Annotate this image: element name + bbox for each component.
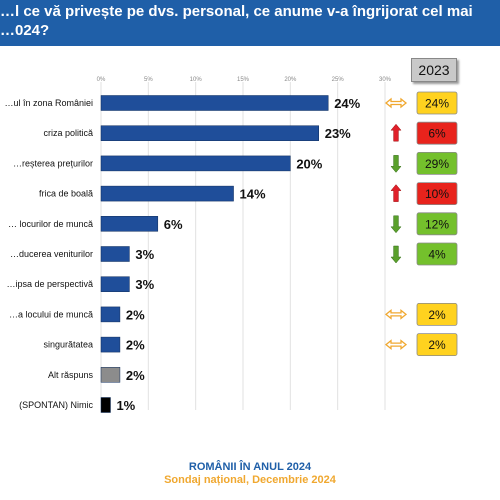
previous-value-label: 4% <box>428 248 446 262</box>
value-label: 20% <box>296 156 322 171</box>
x-tick-label: 20% <box>284 77 297 83</box>
previous-value-box <box>416 212 458 236</box>
x-tick-label: 25% <box>332 77 345 83</box>
arrow-same-icon <box>384 97 408 109</box>
previous-value-label: 24% <box>425 97 449 111</box>
previous-value-box <box>416 302 458 326</box>
category-label: frica de boală <box>39 189 93 199</box>
value-label: 23% <box>325 126 351 141</box>
previous-value-label: 2% <box>428 338 446 352</box>
previous-value-label: 29% <box>425 157 449 171</box>
value-label: 3% <box>135 247 154 262</box>
category-label: … locurilor de muncă <box>8 219 93 229</box>
category-label: singurătatea <box>43 340 93 350</box>
previous-value-label: 10% <box>425 187 449 201</box>
bar-chart: 0% 5% 10% 15% 20% 25% 30% …ul în zona României 2… <box>4 77 458 413</box>
category-label: …ipsa de perspectivă <box>6 279 93 289</box>
bar <box>100 306 121 323</box>
category-label: …a locului de muncă <box>9 309 93 319</box>
value-label: 1% <box>116 398 135 413</box>
category-label: Alt răspuns <box>48 370 94 380</box>
previous-value-box <box>416 182 458 205</box>
value-label: 14% <box>240 187 266 202</box>
header-banner: …l ce vă privește pe dvs. personal, ce a… <box>0 0 500 46</box>
category-label: …reșterea prețurilor <box>13 158 93 168</box>
comparison-year-badge: 2023 <box>411 58 457 82</box>
bar <box>100 336 121 353</box>
category-label: …ul în zona României <box>4 98 93 108</box>
bar <box>100 367 121 383</box>
value-label: 24% <box>334 96 360 111</box>
category-label: criza politică <box>43 128 93 138</box>
bar <box>100 155 291 172</box>
x-tick-label: 0% <box>97 77 106 83</box>
value-label: 2% <box>126 338 145 353</box>
x-tick-label: 5% <box>144 77 153 83</box>
previous-value-box <box>416 91 458 115</box>
arrow-same-icon <box>384 309 408 320</box>
previous-value-box <box>416 121 458 145</box>
category-label: (SPONTAN) Nimic <box>19 400 93 410</box>
bar <box>100 397 111 413</box>
arrow-up-icon <box>390 123 402 142</box>
previous-value-box <box>416 333 458 357</box>
arrow-down-icon <box>390 215 402 234</box>
previous-value-box <box>416 242 458 266</box>
value-label: 6% <box>164 217 183 232</box>
category-label: …ducerea veniturilor <box>10 249 93 259</box>
footer-subtitle: Sondaj național, Decembrie 2024 <box>164 474 336 486</box>
bar <box>100 95 329 111</box>
previous-value-box <box>416 152 458 175</box>
bar <box>100 246 130 262</box>
footer-title: ROMÂNII ÎN ANUL 2024 <box>188 461 312 473</box>
x-tick-label: 15% <box>237 77 250 83</box>
x-tick-label: 30% <box>379 77 392 83</box>
bar <box>100 216 159 232</box>
previous-value-label: 6% <box>428 127 446 141</box>
previous-value-label: 2% <box>428 308 446 322</box>
value-label: 3% <box>135 277 154 292</box>
value-label: 2% <box>126 307 145 322</box>
value-label: 2% <box>126 368 145 383</box>
arrow-up-icon <box>390 184 402 202</box>
chart-title: …l ce vă privește pe dvs. personal, ce a… <box>0 3 473 39</box>
x-tick-label: 10% <box>190 77 203 83</box>
arrow-down-icon <box>390 245 402 264</box>
previous-value-label: 12% <box>425 217 449 231</box>
bar <box>100 276 130 292</box>
bar <box>100 125 319 141</box>
bar <box>100 185 234 202</box>
arrow-down-icon <box>390 155 402 173</box>
arrow-same-icon <box>384 339 408 350</box>
